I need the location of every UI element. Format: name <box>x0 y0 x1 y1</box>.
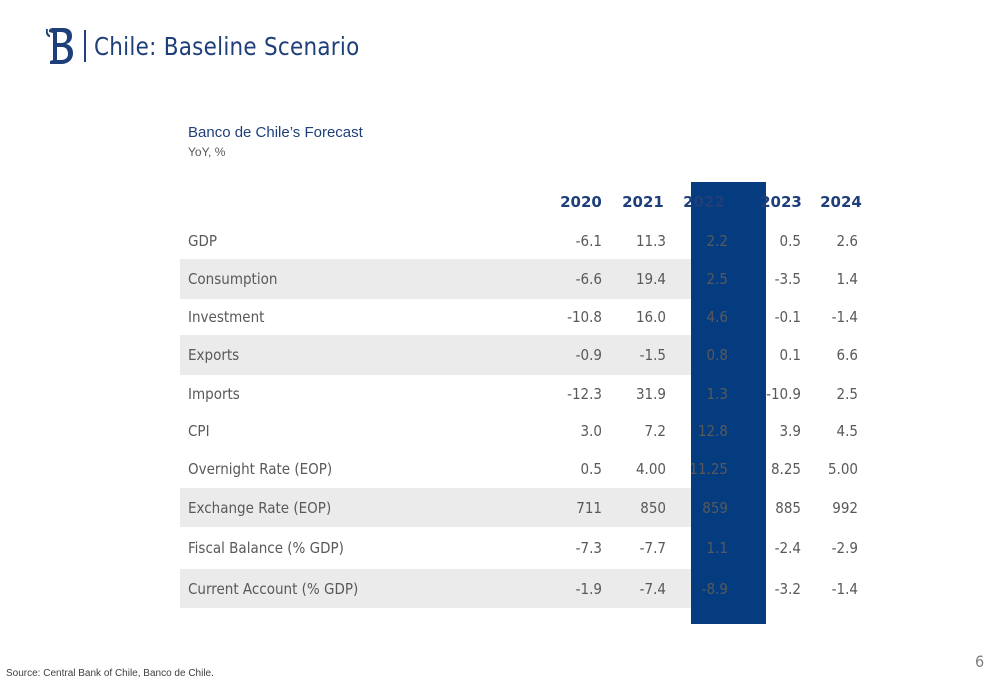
table-cell-forecast: 4.5 <box>902 384 924 403</box>
table-cell: 12.8 <box>697 422 728 440</box>
table-cell: -1.4 <box>831 579 858 598</box>
table-cell: 2.5 <box>836 384 858 403</box>
table-cell: -2.4 <box>774 539 801 557</box>
table-cell: -7.3 <box>575 539 602 557</box>
table-cell: 1.4 <box>836 270 858 288</box>
table-cell: 0.8 <box>706 346 728 364</box>
title-separator <box>84 30 86 62</box>
table-cell: 3.9 <box>779 422 801 440</box>
table-cell: -1.5 <box>639 346 666 364</box>
table-cell-forecast: 2.0 <box>902 231 924 250</box>
table-cell-forecast: 4.25 <box>893 460 924 478</box>
column-header-forecast: 2025f <box>883 193 933 211</box>
table-cell-forecast: 3.8 <box>902 422 924 440</box>
table-cell: -1.9 <box>575 579 602 598</box>
table-units: YoY, % <box>188 145 226 159</box>
row-label: Imports <box>188 384 240 403</box>
table-cell: 711 <box>576 498 602 517</box>
column-header: 2021 <box>622 193 664 211</box>
table-cell: -10.9 <box>766 384 801 403</box>
source-note: Source: Central Bank of Chile, Banco de … <box>6 668 214 679</box>
table-row: Consumption -6.6 19.4 2.5 -3.5 1.4 1.7 <box>180 259 924 299</box>
banco-de-chile-logo-icon <box>46 28 73 64</box>
table-cell: 0.5 <box>779 231 801 250</box>
table-cell: 0.1 <box>779 346 801 364</box>
row-label: Exports <box>188 346 240 364</box>
table-cell: -0.9 <box>575 346 602 364</box>
table-cell: 16.0 <box>635 308 666 326</box>
page-number: 6 <box>975 652 985 671</box>
table-cell: -12.3 <box>567 384 602 403</box>
row-label: Investment <box>188 308 265 326</box>
table-cell: -7.4 <box>639 579 666 598</box>
table-cell-forecast: 1.7 <box>902 270 924 288</box>
table-cell: 19.4 <box>635 270 666 288</box>
table-row: Overnight Rate (EOP) 0.5 4.00 11.25 8.25… <box>180 450 924 488</box>
table-cell-forecast: 4.5 <box>902 308 924 326</box>
table-cell: 885 <box>775 498 801 517</box>
table-cell: 5.00 <box>827 460 858 478</box>
table-row: Fiscal Balance (% GDP) -7.3 -7.7 1.1 -2.… <box>180 527 924 569</box>
table-cell: -3.5 <box>774 270 801 288</box>
row-label: Current Account (% GDP) <box>188 579 359 598</box>
table-row: GDP -6.1 11.3 2.2 0.5 2.6 2.0 <box>180 222 924 259</box>
table-row: Investment -10.8 16.0 4.6 -0.1 -1.4 4.5 <box>180 299 924 335</box>
row-label: CPI <box>188 422 210 440</box>
row-label: GDP <box>188 231 217 250</box>
table-cell: 2.5 <box>706 270 728 288</box>
table-cell: -6.6 <box>575 270 602 288</box>
table-cell: -8.9 <box>701 579 728 598</box>
table-cell-forecast: -3.0 <box>897 579 924 598</box>
table-cell: 3.0 <box>580 422 602 440</box>
table-row: Exchange Rate (EOP) 711 850 859 885 992 … <box>180 488 924 527</box>
table-row: Current Account (% GDP) -1.9 -7.4 -8.9 -… <box>180 569 924 608</box>
table-cell: 11.3 <box>635 231 666 250</box>
column-header: 2023 <box>760 193 802 211</box>
table-cell: 850 <box>640 498 666 517</box>
table-cell: 2.2 <box>706 231 728 250</box>
table-cell-forecast: 3.0 <box>902 346 924 364</box>
table-cell-forecast: -2.1 <box>897 539 924 557</box>
table-row: Imports -12.3 31.9 1.3 -10.9 2.5 4.5 <box>180 375 924 412</box>
table-cell: 6.6 <box>836 346 858 364</box>
table-cell: 31.9 <box>635 384 666 403</box>
column-header: 2024 <box>820 193 862 211</box>
column-header: 2022 <box>683 193 725 211</box>
table-cell: 11.25 <box>689 460 728 478</box>
table-row: Exports -0.9 -1.5 0.8 0.1 6.6 3.0 <box>180 335 924 375</box>
table-cell: 1.1 <box>706 539 728 557</box>
table-cell: 859 <box>702 498 728 517</box>
row-label: Consumption <box>188 270 278 288</box>
table-cell: -6.1 <box>575 231 602 250</box>
table-cell: -10.8 <box>567 308 602 326</box>
header: Chile: Baseline Scenario <box>46 26 403 66</box>
table-cell-forecast: 950 <box>898 498 924 517</box>
table-cell: -0.1 <box>774 308 801 326</box>
table-cell: 2.6 <box>836 231 858 250</box>
table-row: CPI 3.0 7.2 12.8 3.9 4.5 3.8 <box>180 412 924 450</box>
row-label: Overnight Rate (EOP) <box>188 460 333 478</box>
table-cell: 8.25 <box>770 460 801 478</box>
column-header: 2020 <box>560 193 602 211</box>
table-cell: 0.5 <box>580 460 602 478</box>
table-cell: 1.3 <box>706 384 728 403</box>
table-cell: -1.4 <box>831 308 858 326</box>
table-cell: 7.2 <box>644 422 666 440</box>
table-header-row: 2020 2021 2022 2023 2024 2025f <box>180 182 932 222</box>
table-cell: 4.6 <box>706 308 728 326</box>
page-title: Chile: Baseline Scenario <box>94 31 360 61</box>
row-label: Exchange Rate (EOP) <box>188 498 332 517</box>
forecast-table: 2020 2021 2022 2023 2024 2025f GDP -6.1 … <box>180 182 932 608</box>
table-cell: -7.7 <box>639 539 666 557</box>
forecast-column-highlight <box>691 182 766 624</box>
table-cell: 4.00 <box>635 460 666 478</box>
table-cell: -2.9 <box>831 539 858 557</box>
table-subtitle: Banco de Chile’s Forecast <box>188 124 363 141</box>
table-cell: 992 <box>832 498 858 517</box>
table-cell: -3.2 <box>774 579 801 598</box>
table-cell: 4.5 <box>836 422 858 440</box>
row-label: Fiscal Balance (% GDP) <box>188 539 344 557</box>
